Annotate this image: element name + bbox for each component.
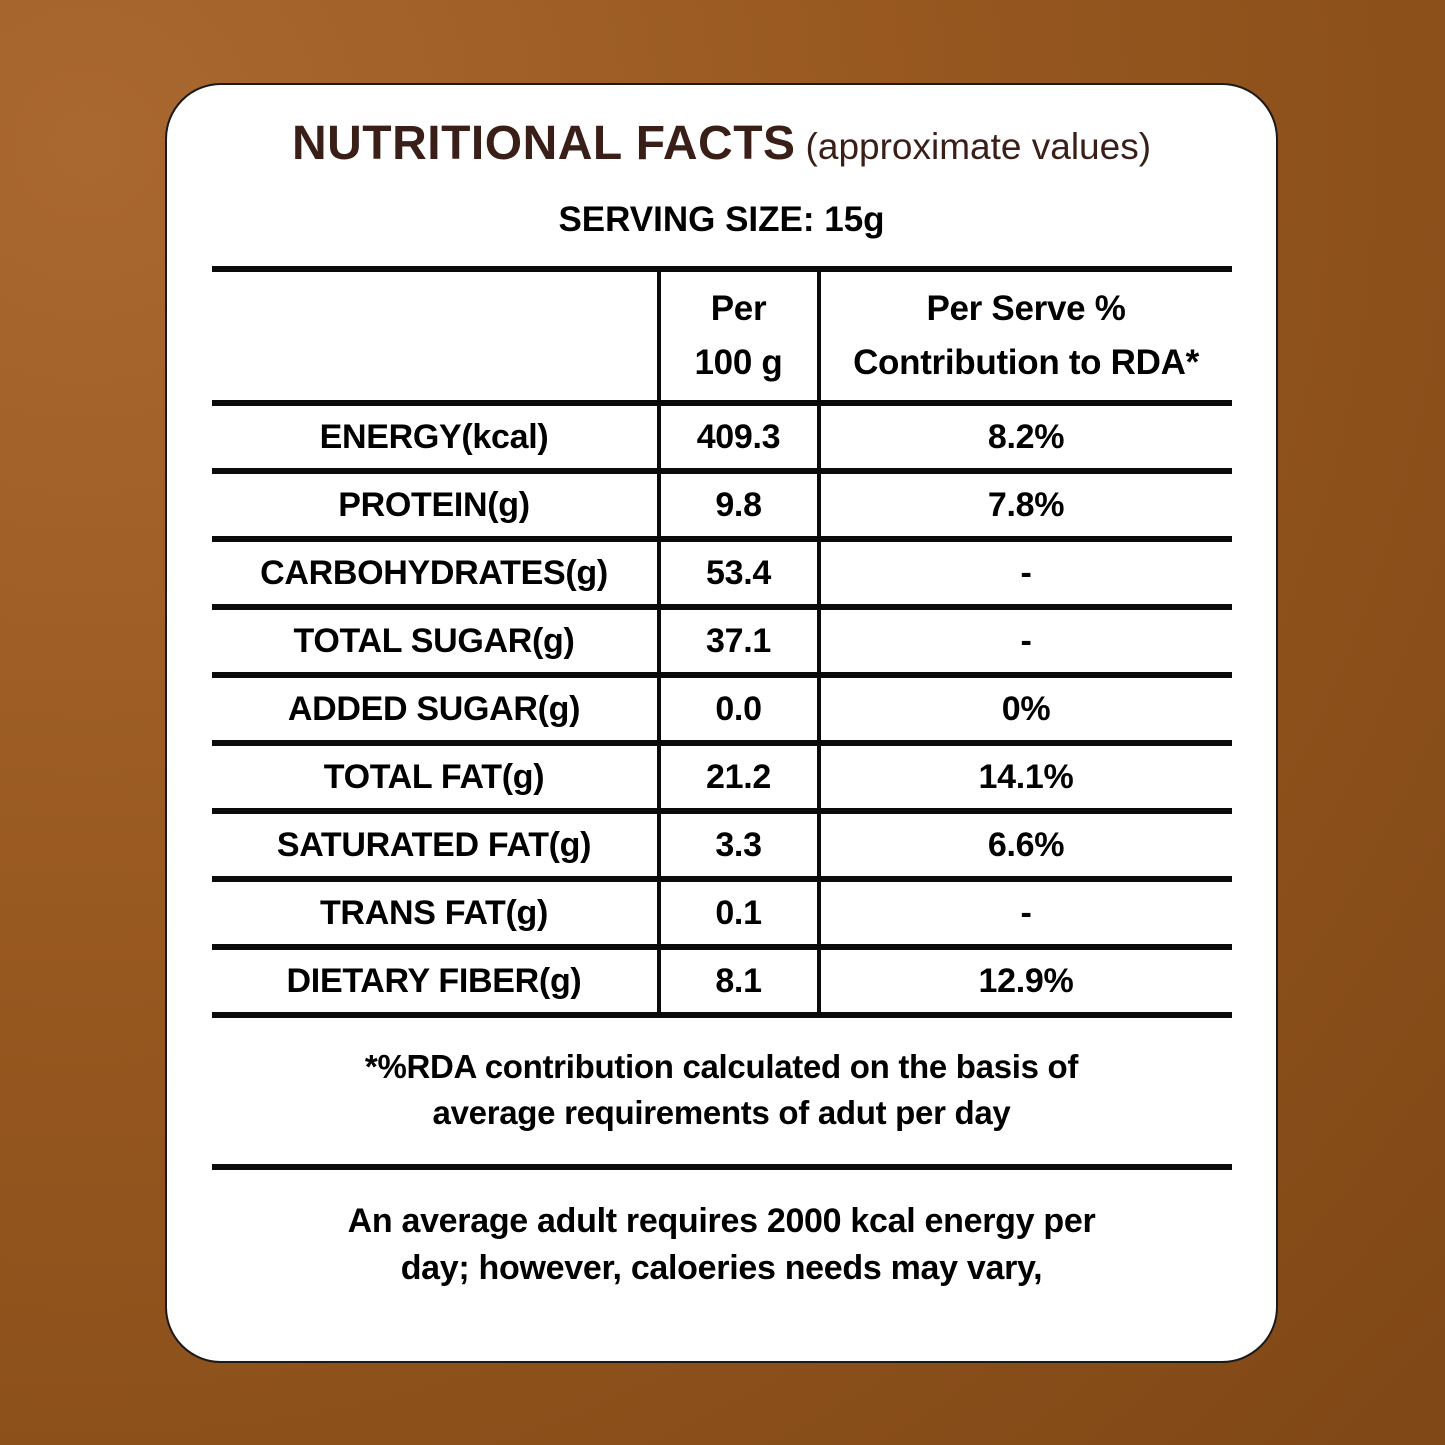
title-text: NUTRITIONAL FACTS: [291, 117, 796, 170]
rda-percent-value: 7.8%: [987, 485, 1065, 524]
per-100g-value: 21.2: [656, 743, 821, 811]
header-rda-cell: Per Serve % Contribution to RDA*: [819, 269, 1232, 403]
table-row: TOTAL SUGAR(g) 37.1 -: [211, 607, 1232, 675]
serving-size-text: SERVING SIZE: 15g: [558, 200, 885, 239]
rda-percent-value: -: [1020, 553, 1032, 592]
nutrition-label-card: NUTRITIONAL FACTS (approximate values) SE…: [165, 83, 1278, 1363]
table-row: TOTAL FAT(g) 21.2 14.1%: [211, 743, 1232, 811]
nutrient-label: CARBOHYDRATES(g): [260, 553, 608, 592]
rda-percent-value: -: [1020, 893, 1032, 932]
rda-percent-value: 6.6%: [987, 825, 1065, 864]
per-100g-header-line1: Per: [710, 289, 767, 328]
nutrient-label: DIETARY FIBER(g): [286, 961, 582, 1000]
header-nutrient-cell: [212, 269, 659, 403]
per-100g-value: 9.8: [656, 471, 821, 539]
nutrient-label: TOTAL SUGAR(g): [293, 621, 575, 660]
table-row: DIETARY FIBER(g) 8.1 12.9%: [211, 947, 1232, 1015]
energy-disclaimer-line1: An average adult requires 2000 kcal ener…: [347, 1202, 1096, 1240]
nutrition-table: Per 100 g Per Serve % Contribution to RD…: [211, 266, 1232, 1018]
energy-disclaimer-line2: day; however, caloeries needs may vary,: [400, 1249, 1043, 1287]
per-100g-value: 0.0: [656, 675, 821, 743]
rda-header-line2: Contribution to RDA*: [853, 343, 1199, 382]
table-row: SATURATED FAT(g) 3.3 6.6%: [211, 811, 1232, 879]
page-title: NUTRITIONAL FACTS (approximate values): [167, 115, 1276, 184]
table-row: CARBOHYDRATES(g) 53.4 -: [211, 539, 1232, 607]
per-100g-value: 8.1: [656, 947, 821, 1015]
table-row: ENERGY(kcal) 409.3 8.2%: [211, 403, 1232, 471]
rda-header-line1: Per Serve %: [926, 289, 1126, 328]
per-100g-value: 53.4: [656, 539, 821, 607]
divider-line: [211, 1164, 1232, 1170]
nutrient-label: ADDED SUGAR(g): [287, 689, 581, 728]
rda-percent-value: 8.2%: [987, 417, 1065, 456]
per-100g-header-line2: 100 g: [694, 343, 783, 382]
nutrient-label: PROTEIN(g): [338, 485, 530, 524]
rda-percent-value: 14.1%: [978, 757, 1074, 796]
header-per-100g-cell: Per 100 g: [656, 269, 821, 403]
rda-footnote: *%RDA contribution calculated on the bas…: [167, 1044, 1276, 1136]
nutrient-label: TRANS FAT(g): [319, 893, 549, 932]
rda-footnote-line1: *%RDA contribution calculated on the bas…: [364, 1048, 1079, 1085]
per-100g-value: 0.1: [656, 879, 821, 947]
nutrient-label: SATURATED FAT(g): [276, 825, 592, 864]
table-row: PROTEIN(g) 9.8 7.8%: [211, 471, 1232, 539]
nutrient-label: ENERGY(kcal): [319, 417, 549, 456]
table-row: TRANS FAT(g) 0.1 -: [211, 879, 1232, 947]
table-row: ADDED SUGAR(g) 0.0 0%: [211, 675, 1232, 743]
per-100g-value: 3.3: [656, 811, 821, 879]
nutrient-label: TOTAL FAT(g): [323, 757, 545, 796]
rda-footnote-line2: average requirements of adut per day: [432, 1094, 1011, 1131]
rda-percent-value: 0%: [1001, 689, 1051, 728]
per-100g-value: 409.3: [656, 403, 821, 471]
per-100g-value: 37.1: [656, 607, 821, 675]
rda-percent-value: 12.9%: [978, 961, 1074, 1000]
energy-disclaimer: An average adult requires 2000 kcal ener…: [167, 1198, 1276, 1292]
table-header-row: Per 100 g Per Serve % Contribution to RD…: [211, 269, 1232, 403]
rda-percent-value: -: [1020, 621, 1032, 660]
title-note: (approximate values): [805, 126, 1152, 167]
